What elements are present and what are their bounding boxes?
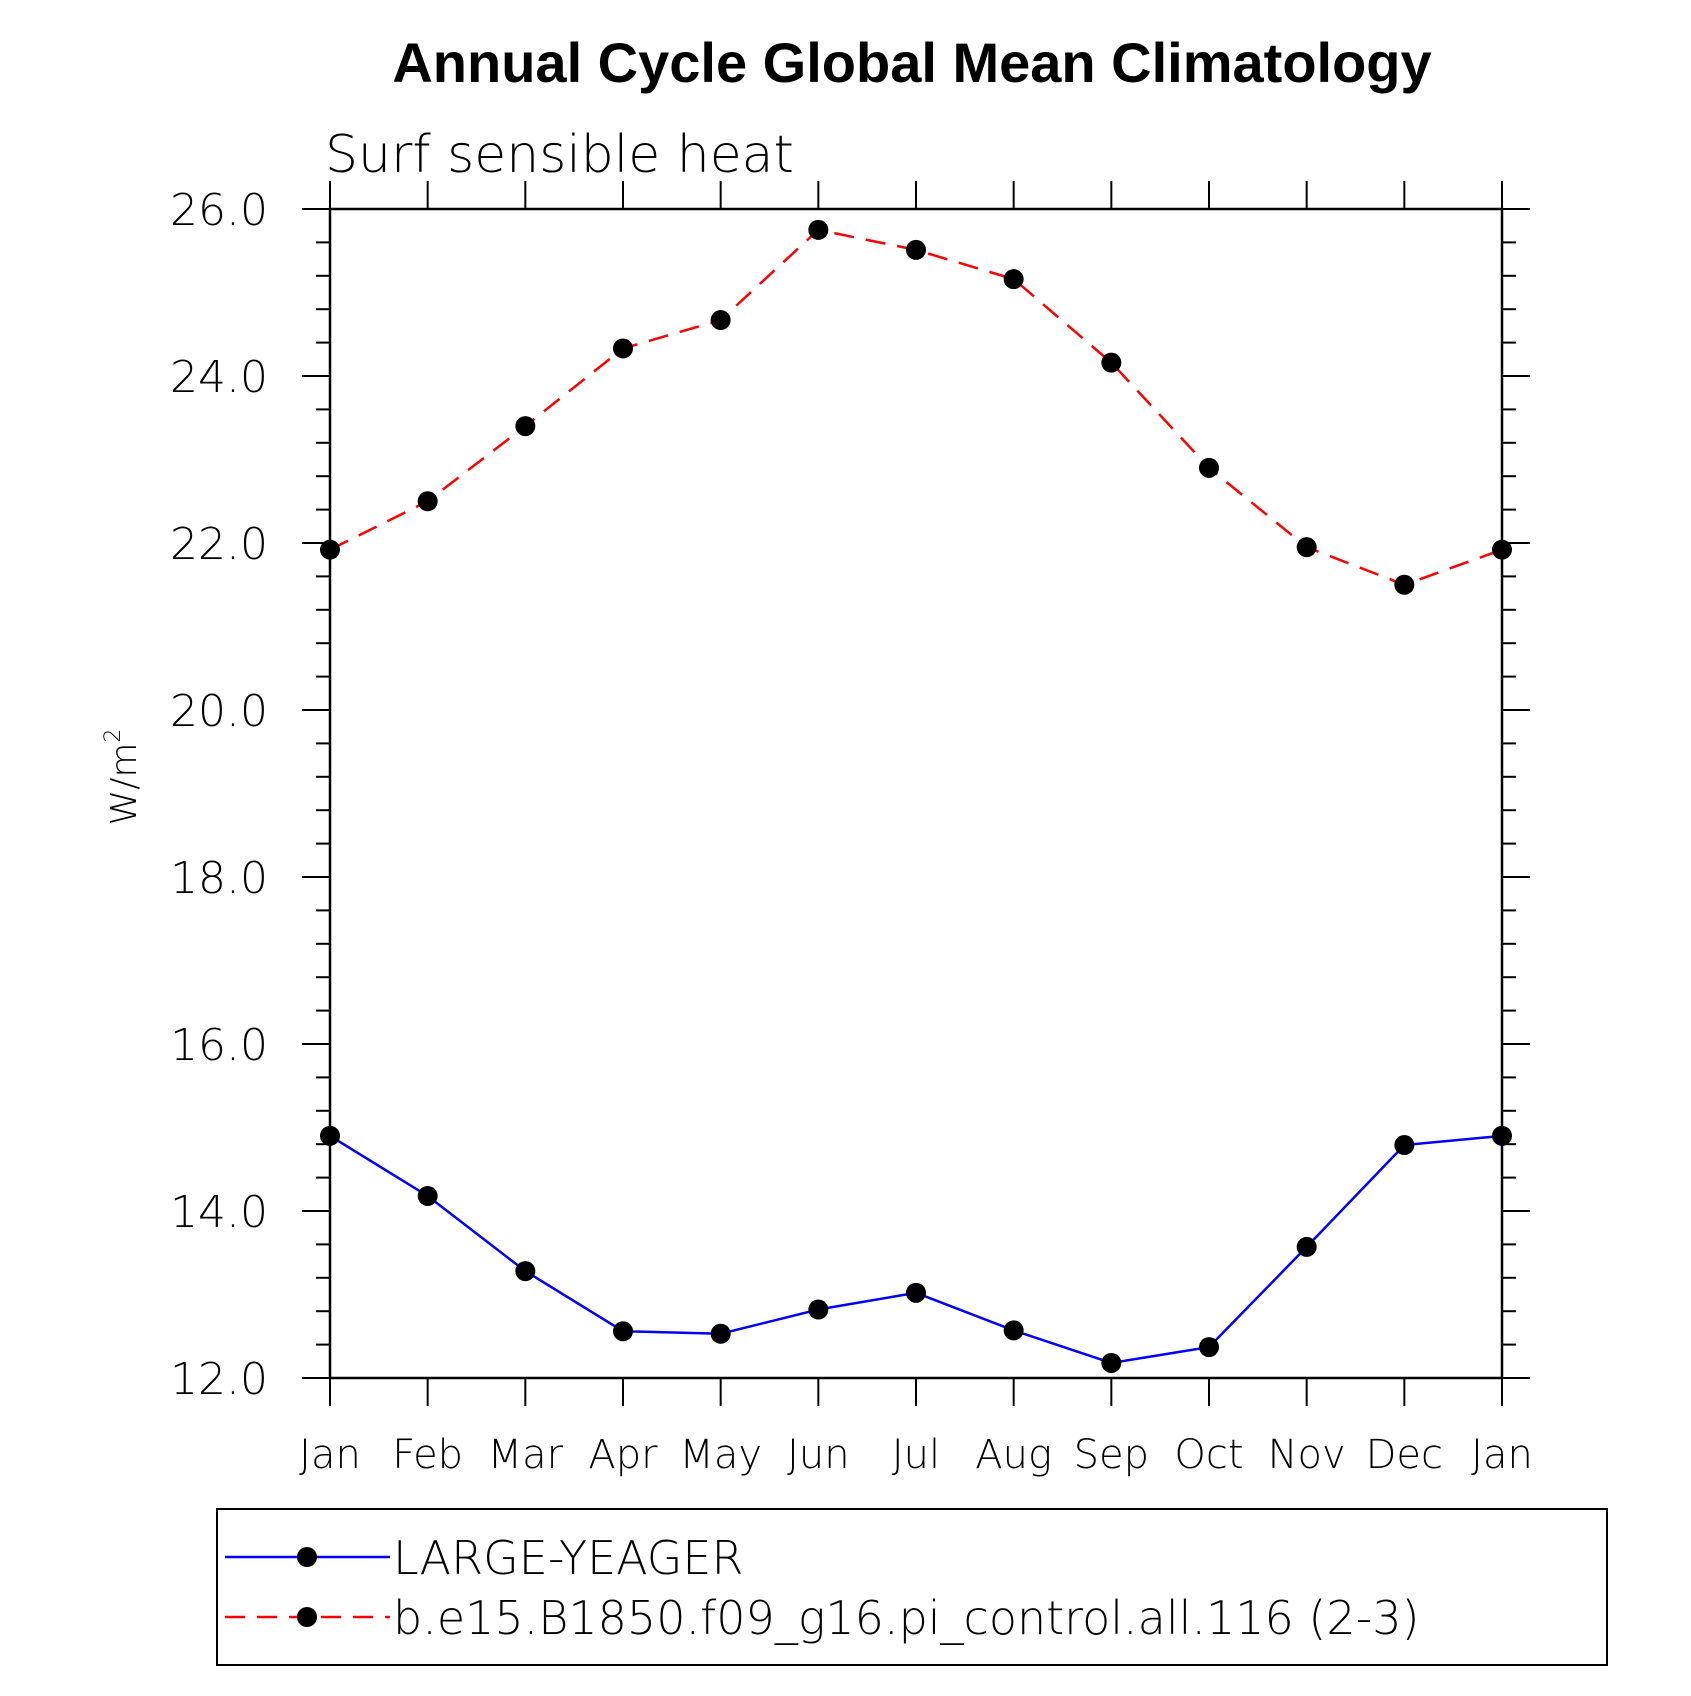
data-point <box>417 491 438 512</box>
x-tick-label: Sep <box>1074 1432 1149 1478</box>
data-point <box>710 1323 731 1344</box>
x-tick-label: Aug <box>975 1432 1052 1478</box>
x-tick-label: Jan <box>299 1432 361 1478</box>
chart-subtitle: Surf sensible heat <box>325 125 794 185</box>
data-point <box>906 239 926 260</box>
y-axis-label-superscript: 2 <box>101 729 126 743</box>
legend-box <box>216 1508 1608 1666</box>
data-point <box>1199 457 1219 478</box>
data-point <box>613 1321 633 1342</box>
legend-label-1: LARGE-YEAGER <box>393 1531 743 1585</box>
series-layer <box>320 219 1512 1373</box>
data-point <box>1101 352 1122 373</box>
data-point <box>515 1261 536 1282</box>
data-point <box>1296 537 1317 558</box>
data-point <box>710 310 731 331</box>
y-tick-label: 24.0 <box>170 352 268 403</box>
data-point <box>417 1185 438 1206</box>
legend: LARGE-YEAGER b.e15.B1850.f09_g16.pi_contr… <box>216 1508 1608 1666</box>
y-tick-label: 26.0 <box>170 185 268 236</box>
series-1 <box>320 1125 1512 1373</box>
x-tick-label: May <box>679 1432 762 1478</box>
y-tick-label: 16.0 <box>170 1020 268 1071</box>
axes: 12.0 14.0 16.0 18.0 20.0 22.0 24.0 26.0 Jan Feb Ma… <box>170 181 1533 1478</box>
x-tick-label: Jan <box>1471 1432 1533 1478</box>
data-point <box>1296 1236 1317 1257</box>
data-point <box>320 539 340 560</box>
x-tick-label: Jun <box>787 1432 850 1478</box>
data-point <box>906 1282 926 1303</box>
x-tick-label: Dec <box>1366 1432 1443 1478</box>
data-point <box>1003 1320 1024 1341</box>
data-point <box>320 1125 340 1146</box>
x-tick-label: Mar <box>488 1432 564 1478</box>
data-point <box>1101 1352 1122 1373</box>
x-tick-label: Feb <box>392 1432 463 1478</box>
data-point <box>515 416 536 437</box>
data-point <box>613 338 633 359</box>
chart-title: Annual Cycle Global Mean Climatology <box>392 31 1431 94</box>
data-point <box>1003 269 1024 290</box>
data-point <box>808 1299 829 1320</box>
x-tick-label: Jul <box>892 1432 940 1478</box>
y-tick-label: 12.0 <box>170 1354 268 1405</box>
svg-text:W/m2: W/m2 <box>101 729 145 826</box>
y-tick-label: 22.0 <box>170 519 268 570</box>
y-axis-label: W/m2 <box>101 729 145 826</box>
data-point <box>1394 574 1415 595</box>
data-point <box>808 219 829 240</box>
data-point <box>1492 539 1512 560</box>
y-tick-label: 20.0 <box>170 686 268 737</box>
y-axis-label-base: W/m <box>104 743 145 826</box>
data-point <box>1199 1337 1219 1358</box>
legend-label-2: b.e15.B1850.f09_g16.pi_control.all.116 (… <box>393 1591 1419 1645</box>
x-tick-label: Apr <box>588 1432 658 1478</box>
series-2 <box>320 219 1512 595</box>
x-tick-label: Oct <box>1174 1432 1243 1478</box>
y-tick-label: 18.0 <box>170 853 268 904</box>
x-tick-label: Nov <box>1268 1432 1346 1478</box>
legend-marker-1 <box>297 1547 317 1567</box>
legend-marker-2 <box>297 1607 317 1627</box>
data-point <box>1492 1125 1512 1146</box>
y-tick-label: 14.0 <box>170 1187 268 1238</box>
data-point <box>1394 1135 1415 1156</box>
